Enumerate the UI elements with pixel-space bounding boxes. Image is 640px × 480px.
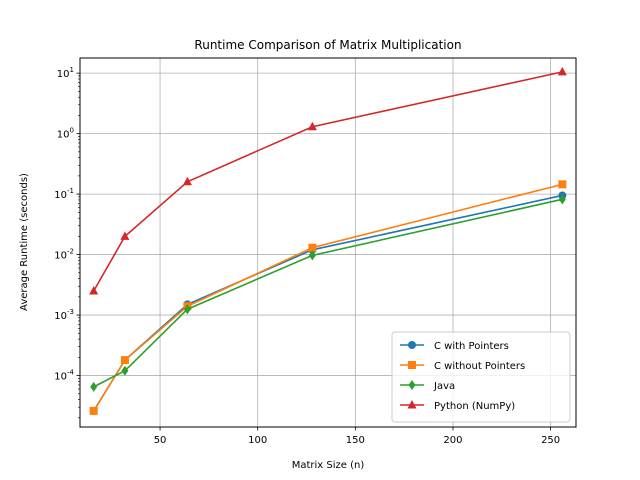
x-tick-label: 50 bbox=[154, 435, 167, 446]
series-3 bbox=[90, 194, 566, 392]
legend-item: Python (NumPy) bbox=[400, 400, 515, 412]
x-tick-label: 150 bbox=[346, 435, 365, 446]
y-axis-label: Average Runtime (seconds) bbox=[19, 173, 30, 311]
data-point bbox=[120, 231, 130, 240]
data-point bbox=[307, 121, 317, 131]
legend-item: Java bbox=[400, 380, 455, 392]
data-point bbox=[308, 243, 317, 252]
chart-title: Runtime Comparison of Matrix Multiplicat… bbox=[194, 38, 461, 52]
legend-box bbox=[391, 331, 571, 423]
data-point bbox=[89, 406, 98, 415]
legend-item: C with Pointers bbox=[400, 341, 509, 352]
data-point bbox=[308, 250, 316, 261]
plot-frame bbox=[79, 57, 577, 428]
series-4 bbox=[89, 66, 567, 295]
data-point bbox=[558, 194, 566, 205]
legend-item: C without Pointers bbox=[400, 361, 525, 372]
legend-label: Java bbox=[433, 381, 455, 392]
data-point bbox=[558, 180, 567, 189]
legend-marker bbox=[408, 341, 416, 349]
data-point bbox=[557, 66, 567, 76]
grid-lines bbox=[80, 58, 576, 427]
legend-label: C without Pointers bbox=[434, 361, 525, 372]
data-point bbox=[90, 381, 98, 392]
x-axis-label: Matrix Size (n) bbox=[292, 460, 365, 471]
data-point bbox=[183, 304, 191, 315]
data-point bbox=[120, 356, 129, 365]
data-point bbox=[182, 176, 192, 186]
legend-marker bbox=[407, 400, 417, 409]
x-tick-label: 200 bbox=[443, 435, 462, 446]
data-point bbox=[121, 365, 129, 376]
legend-label: C with Pointers bbox=[434, 341, 509, 352]
legend-marker bbox=[408, 361, 416, 369]
data-point bbox=[89, 285, 99, 295]
legend-marker bbox=[408, 380, 416, 390]
legend-label: Python (NumPy) bbox=[434, 401, 515, 412]
legend: C with Pointers C without Pointers Java Pyt… bbox=[391, 331, 571, 423]
x-tick-label: 250 bbox=[541, 435, 560, 446]
data-series bbox=[89, 66, 567, 415]
x-tick-label: 100 bbox=[248, 435, 267, 446]
